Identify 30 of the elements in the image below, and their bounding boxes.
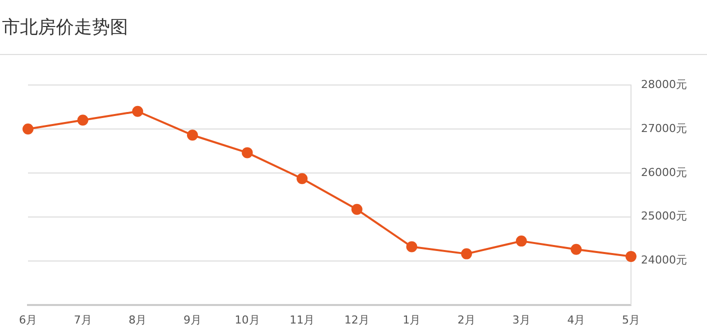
x-tick-label: 2月 xyxy=(458,313,476,326)
point xyxy=(461,248,472,260)
y-tick-label: 25000元 xyxy=(641,210,688,223)
x-tick-label: 9月 xyxy=(183,313,202,326)
y-tick-label: 24000元 xyxy=(641,254,688,267)
x-tick-label: 10月 xyxy=(234,313,260,326)
x-tick-label: 6月 xyxy=(19,313,37,326)
x-tick-label: 4月 xyxy=(567,313,586,326)
y-tick-label: 26000元 xyxy=(641,166,688,179)
point xyxy=(22,123,34,134)
y-tick-label: 28000元 xyxy=(641,78,688,91)
point xyxy=(242,147,253,158)
point xyxy=(296,173,308,184)
y-tick-label: 27000元 xyxy=(641,122,688,135)
point xyxy=(626,250,637,262)
point xyxy=(132,106,144,117)
point xyxy=(77,114,88,126)
point xyxy=(570,244,582,255)
x-tick-label: 7月 xyxy=(74,313,92,326)
x-tick-label: 3月 xyxy=(512,313,530,326)
chart-title: 市北房价走势图 xyxy=(0,0,707,55)
x-tick-label: 12月 xyxy=(344,313,370,326)
x-tick-label: 8月 xyxy=(128,313,147,326)
x-tick-label: 1月 xyxy=(402,313,421,326)
x-tick-label: 11月 xyxy=(290,313,315,326)
point xyxy=(406,241,418,252)
point xyxy=(516,236,527,247)
point xyxy=(351,204,362,215)
x-tick-label: 5月 xyxy=(622,313,640,326)
point xyxy=(186,130,198,141)
